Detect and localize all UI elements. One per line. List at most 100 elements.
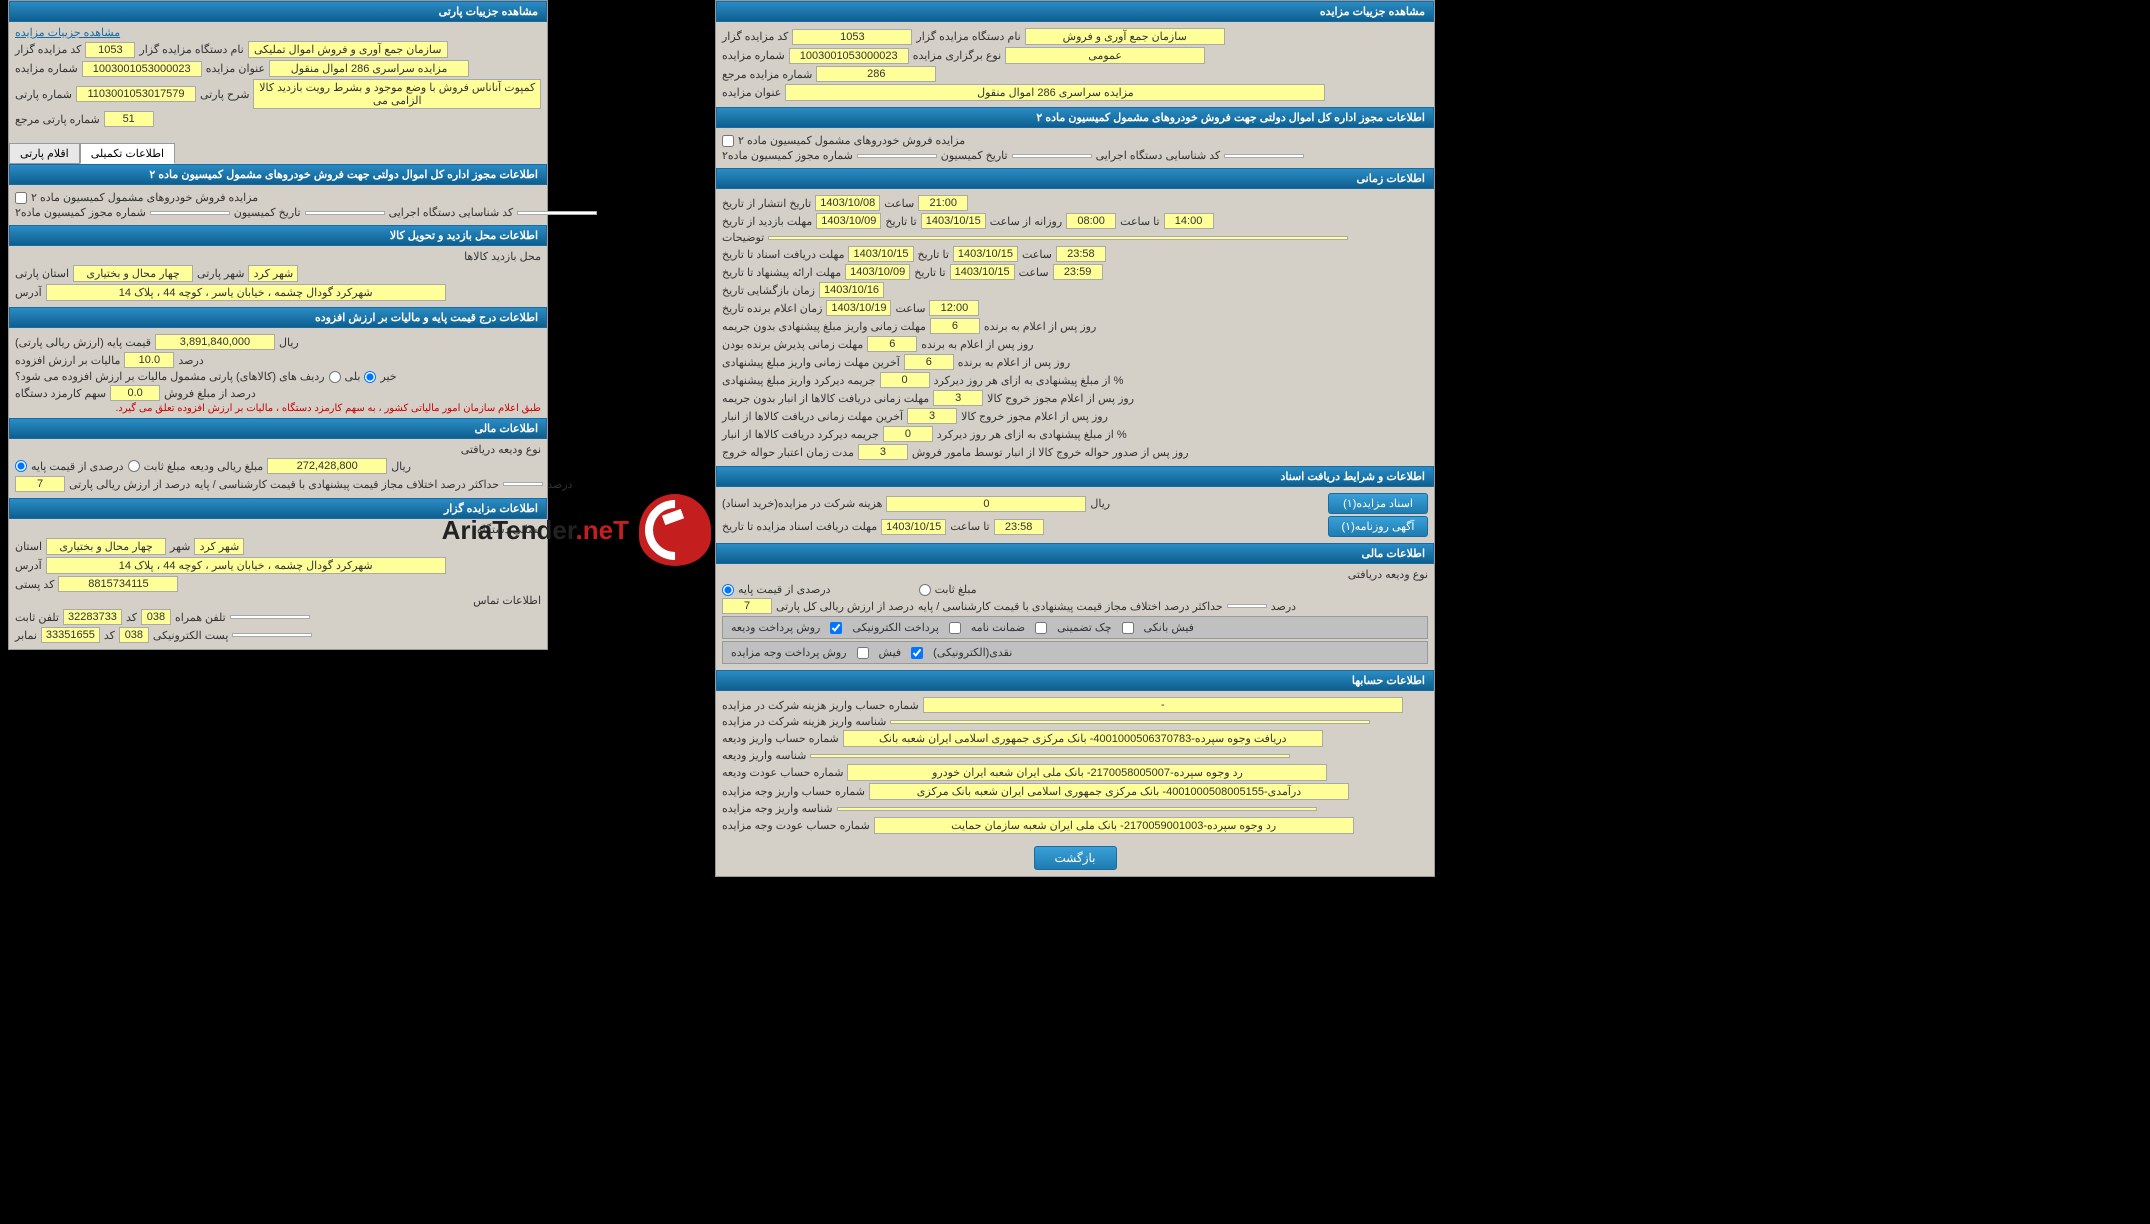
l-inp-devcode[interactable] (517, 211, 597, 215)
logo-text-1: AriaTender (442, 515, 576, 545)
chk-certified-check[interactable] (1035, 622, 1047, 634)
u39: روز پس از اعلام به برنده (921, 338, 1033, 351)
l-lbl-baseprice: قیمت پایه (ارزش ریالی پارتی) (15, 336, 151, 349)
inp-permit-no[interactable] (857, 154, 937, 158)
inp-commission-date[interactable] (1012, 154, 1092, 158)
lbl-doc-deadline: مهلت دریافت اسناد تا تاریخ (722, 248, 844, 261)
logo-text-2: .neT (576, 515, 629, 545)
l-unit-dc: درصد از مبلغ فروش (164, 387, 256, 400)
l-lbl-email: پست الکترونیکی (153, 629, 229, 642)
l-radio-fixed[interactable] (128, 460, 140, 472)
chk-electronic-pay[interactable] (830, 622, 842, 634)
val-acc4 (810, 754, 1290, 758)
l-inp-mobile[interactable] (230, 615, 310, 619)
chk-guarantee[interactable] (949, 622, 961, 634)
l-val-province2: چهار محال و بختیاری (46, 538, 166, 555)
l-val-code2: 038 (119, 627, 149, 643)
l-inp-max-diff[interactable] (503, 482, 543, 486)
header-doc-conditions: اطلاعات و شرایط دریافت اسناد (716, 466, 1434, 487)
l-lbl1: کد مزایده گزار (15, 43, 81, 56)
l-lbl-fax: نمابر (15, 629, 37, 642)
val-deposit-percent: 7 (722, 598, 772, 614)
lbl-visit-to: تا تاریخ (885, 215, 916, 228)
val-acc5: رد وجوه سپرده-2170058005007- بانک ملی ای… (847, 764, 1327, 781)
l39: مهلت زمانی پذیرش برنده بودن (722, 338, 863, 351)
l-lbl-permit: شماره مجوز کمیسیون ماده۲ (15, 206, 146, 219)
unit-rial-1: ریال (1090, 497, 1110, 510)
chk-bank-receipt[interactable] (1122, 622, 1134, 634)
l-lbl3: شماره مزایده (15, 62, 78, 75)
l-radio-no[interactable] (364, 371, 376, 383)
val-notes (768, 236, 1348, 240)
l-lbl-deposit-type: نوع ودیعه دریافتی (15, 443, 541, 456)
btn-auction-docs[interactable]: اسناد مزایده(۱) (1328, 493, 1428, 514)
lbl-opening-date: زمان بازگشایی تاریخ (722, 284, 815, 297)
lbl-acc4: شناسه واریز ودیعه (722, 749, 806, 762)
l-val5: 1103001053017579 (76, 86, 196, 102)
tab-additional-info[interactable]: اطلاعات تکمیلی (80, 143, 175, 164)
btn-newspaper-ad[interactable]: آگهی روزنامه(۱) (1328, 516, 1428, 537)
l-lbl-fixed: مبلغ ثابت (144, 460, 186, 473)
l-header-commission: اطلاعات مجوز اداره کل اموال دولتی جهت فر… (9, 164, 547, 185)
lbl-auctioneer-code: کد مزایده گزار (722, 30, 788, 43)
lbl-commission-vehicle: مزایده فروش خودروهای مشمول کمیسیون ماده … (738, 134, 965, 147)
l-lbl-address: آدرس (15, 286, 42, 299)
l-radio-pct-base[interactable] (15, 460, 27, 472)
val-acc2 (890, 720, 1370, 724)
l-lbl-max-diff: حداکثر درصد اختلاف مجاز قیمت پیشنهادی با… (194, 478, 499, 491)
val-auction-type: عمومی (1005, 47, 1205, 64)
lbl-fixed-amount: مبلغ ثابت (935, 583, 977, 596)
lbl-publish-from: تاریخ انتشار از تاریخ (722, 197, 811, 210)
lbl-daily-from: روزانه از ساعت (990, 215, 1062, 228)
l-lbl-deposit-amt: مبلغ ریالی ودیعه (190, 460, 264, 473)
l-lbl-no: خیر (380, 370, 396, 383)
val-publish-hour: 21:00 (918, 195, 968, 211)
lbl-auction-title: عنوان مزایده (722, 86, 781, 99)
l-inp-email[interactable] (232, 633, 312, 637)
chk-cash-electronic[interactable] (911, 647, 923, 659)
val-acc7 (837, 807, 1317, 811)
lbl-percent-base: درصدی از قیمت پایه (738, 583, 831, 596)
val-auctioneer-name: سازمان جمع آوری و فروش (1025, 28, 1225, 45)
u310: روز پس از اعلام به برنده (958, 356, 1070, 369)
l-lbl-devcode: کد شناسایی دستگاه اجرایی (389, 206, 514, 219)
tab-lot-items[interactable]: اقلام پارتی (9, 143, 80, 164)
radio-percent-base[interactable] (722, 584, 734, 596)
l-inp-permit[interactable] (150, 211, 230, 215)
lbl-acc7: شناسه واریز وجه مزایده (722, 802, 833, 815)
tabs: اقلام پارتی اطلاعات تکمیلی (9, 143, 547, 164)
link-view-auction[interactable]: مشاهده جزییات مزایده (15, 27, 120, 39)
l-chk-commission[interactable] (15, 192, 27, 204)
v312: 3 (933, 390, 983, 406)
lbl-acc1: شماره حساب واریز هزینه شرکت در مزایده (722, 699, 919, 712)
l-val-city2: شهر کرد (194, 538, 244, 555)
l-val-deposit-amt: 272,428,800 (267, 458, 387, 474)
l-inp-cdate[interactable] (305, 211, 385, 215)
chk-receipt[interactable] (857, 647, 869, 659)
val-doc-rcv-hour: 23:58 (994, 519, 1044, 535)
l-lbl-code2: کد (104, 629, 115, 642)
header-auction-details: مشاهده جزییات مزایده (716, 1, 1434, 22)
inp-max-diff[interactable] (1227, 604, 1267, 608)
l-val-address: شهرکرد گودال چشمه ، خیابان یاسر ، کوچه 4… (46, 284, 446, 301)
u314: % از مبلغ پیشنهادی به ازای هر روز دیرکرد (937, 428, 1127, 441)
radio-fixed-amount[interactable] (919, 584, 931, 596)
lbl-bid-to: تا تاریخ (914, 266, 945, 279)
lbl-bid-deadline: مهلت ارائه پیشنهاد تا تاریخ (722, 266, 841, 279)
val-acc3: دریافت وجوه سپرده-4001000506370783- بانک… (843, 730, 1323, 747)
val-daily-from: 08:00 (1066, 213, 1116, 229)
l-val-vat: 10.0 (124, 352, 174, 368)
btn-back[interactable]: بازگشت (1034, 846, 1117, 870)
shield-hammer-icon (635, 490, 715, 570)
chk-commission-vehicle[interactable] (722, 135, 734, 147)
l-val1: 1053 (85, 42, 135, 58)
lbl-ref-number: شماره مزایده مرجع (722, 68, 812, 81)
l-lbl-postal: کد پستی (15, 578, 54, 591)
header-timing: اطلاعات زمانی (716, 168, 1434, 189)
l-lbl4: عنوان مزایده (206, 62, 265, 75)
v315: 3 (858, 444, 908, 460)
l-radio-yes[interactable] (329, 371, 341, 383)
lbl-payment-method: روش پرداخت ودیعه (731, 621, 820, 634)
l-val3: 1003001053000023 (82, 61, 202, 77)
inp-exec-device-code[interactable] (1224, 154, 1304, 158)
